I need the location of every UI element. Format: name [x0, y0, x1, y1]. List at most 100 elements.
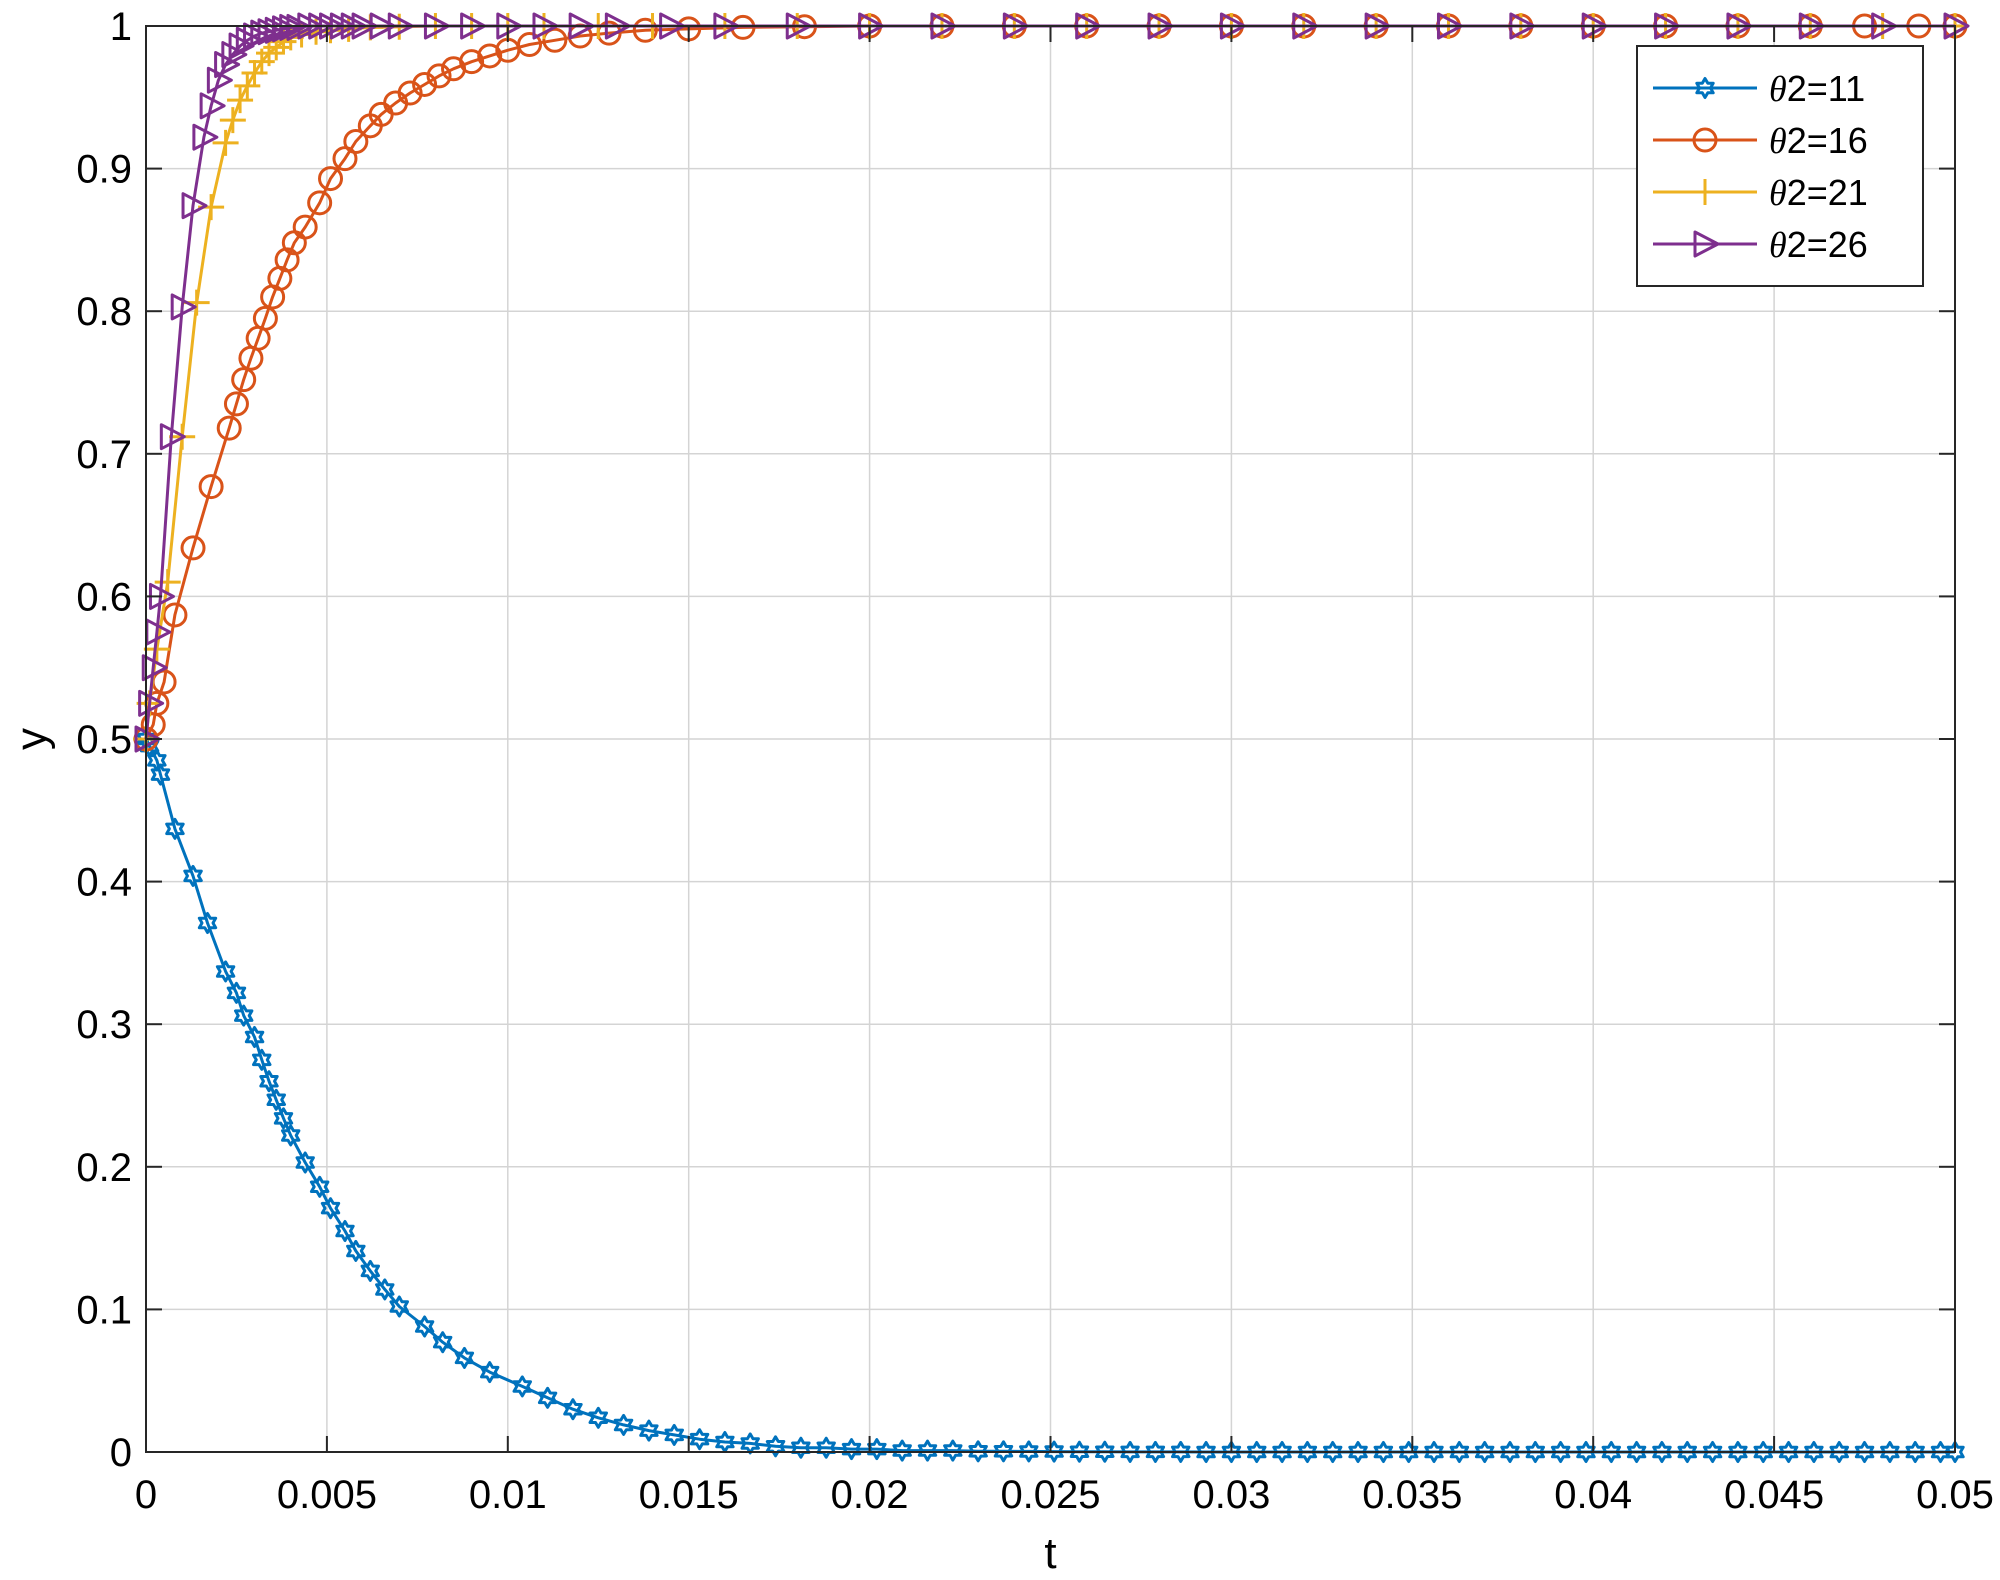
data-point	[309, 1175, 330, 1198]
legend-entry: θ2=16	[1653, 120, 1868, 161]
data-point	[943, 1439, 963, 1462]
data-point	[1424, 1441, 1444, 1463]
y-tick-label: 0.9	[76, 148, 132, 192]
y-tick-label: 0	[110, 1431, 132, 1475]
data-point	[1145, 1440, 1166, 1463]
data-point	[632, 17, 658, 43]
data-point	[563, 1398, 583, 1421]
data-point	[517, 32, 543, 58]
data-point	[226, 981, 247, 1004]
legend-label: θ2=21	[1769, 172, 1868, 213]
data-point	[150, 763, 171, 786]
data-point	[512, 1375, 532, 1398]
data-point	[1348, 1441, 1368, 1463]
data-point	[1500, 1441, 1520, 1463]
data-point	[215, 960, 236, 983]
data-point	[397, 80, 423, 106]
data-point	[295, 1151, 315, 1174]
data-point	[259, 1070, 279, 1093]
data-point	[588, 1406, 608, 1429]
data-point	[1297, 1441, 1318, 1463]
legend-label-rest: 2=21	[1787, 172, 1868, 213]
y-tick-label: 0.7	[76, 433, 132, 477]
data-point	[1905, 1441, 1925, 1463]
data-point	[279, 13, 306, 41]
data-point	[459, 49, 485, 75]
data-point	[1829, 1441, 1849, 1463]
data-point	[1728, 1441, 1748, 1463]
data-point	[212, 129, 239, 156]
data-point	[141, 654, 168, 682]
data-point	[1626, 1441, 1647, 1463]
data-point	[1525, 1441, 1545, 1463]
legend-label-symbol: θ	[1769, 121, 1787, 161]
data-point	[1474, 1441, 1495, 1463]
data-point	[228, 32, 255, 60]
data-point	[274, 247, 300, 273]
x-tick-label: 0.015	[639, 1473, 739, 1517]
data-point	[1221, 1441, 1242, 1463]
y-axis-label: y	[7, 728, 56, 750]
legend-marker	[1695, 77, 1715, 99]
data-point	[993, 1440, 1014, 1463]
x-tick-label: 0.005	[277, 1473, 377, 1517]
legend-entry: θ2=26	[1653, 224, 1868, 265]
x-tick-label: 0.035	[1362, 1473, 1462, 1517]
data-point	[199, 92, 226, 120]
data-point	[454, 1346, 475, 1369]
data-point	[664, 1423, 684, 1446]
data-point	[1373, 1441, 1394, 1463]
data-point	[477, 43, 503, 69]
data-point	[1804, 1441, 1824, 1463]
data-point	[346, 1239, 366, 1262]
legend-marker	[1693, 230, 1720, 258]
data-point	[765, 1435, 786, 1458]
data-point	[281, 1124, 301, 1147]
data-point	[1120, 1440, 1140, 1463]
data-point	[1171, 1440, 1191, 1463]
data-point	[159, 423, 186, 451]
x-tick-label: 0.02	[831, 1473, 909, 1517]
legend-box	[1636, 45, 1924, 287]
data-point	[1753, 1441, 1773, 1463]
data-point	[320, 1197, 341, 1220]
data-point	[234, 1004, 254, 1027]
data-point	[1399, 1441, 1419, 1463]
legend-label-rest: 2=26	[1787, 224, 1868, 265]
tick-layer: 0 0.005 0.01 0.015 0.02 0.025 0.03 0.035 0.04 0.0…	[76, 5, 1994, 1517]
legend-label: θ2=16	[1769, 120, 1868, 161]
y-tick-label: 0.2	[76, 1146, 132, 1190]
data-point	[266, 1088, 286, 1111]
data-point	[134, 725, 161, 753]
data-point	[480, 1361, 500, 1384]
legend-label-symbol: θ	[1769, 225, 1787, 265]
data-point	[180, 535, 206, 561]
data-point	[231, 367, 257, 393]
data-point	[414, 1315, 435, 1338]
data-point	[1272, 1441, 1292, 1463]
data-point	[252, 1048, 272, 1071]
data-point	[1854, 1441, 1875, 1463]
data-point	[192, 123, 219, 151]
x-tick-label: 0.025	[1000, 1473, 1100, 1517]
data-point	[1069, 1440, 1090, 1463]
data-point	[292, 214, 318, 240]
data-point	[162, 602, 188, 628]
data-point	[214, 51, 241, 79]
data-point	[1778, 1441, 1799, 1463]
data-point	[227, 87, 254, 114]
data-point	[639, 1419, 659, 1442]
legend-label-symbol: θ	[1769, 69, 1787, 109]
legend-label-rest: 2=16	[1787, 120, 1868, 161]
data-point	[1095, 1440, 1115, 1463]
data-point	[1019, 1440, 1039, 1463]
data-point	[412, 71, 438, 97]
x-axis-label: t	[1044, 1529, 1056, 1578]
data-point	[264, 16, 291, 44]
data-point	[1945, 1441, 1965, 1463]
y-tick-label: 0.5	[76, 718, 132, 762]
y-tick-label: 0.1	[76, 1288, 132, 1332]
data-point	[389, 1295, 409, 1318]
data-point	[154, 569, 181, 596]
